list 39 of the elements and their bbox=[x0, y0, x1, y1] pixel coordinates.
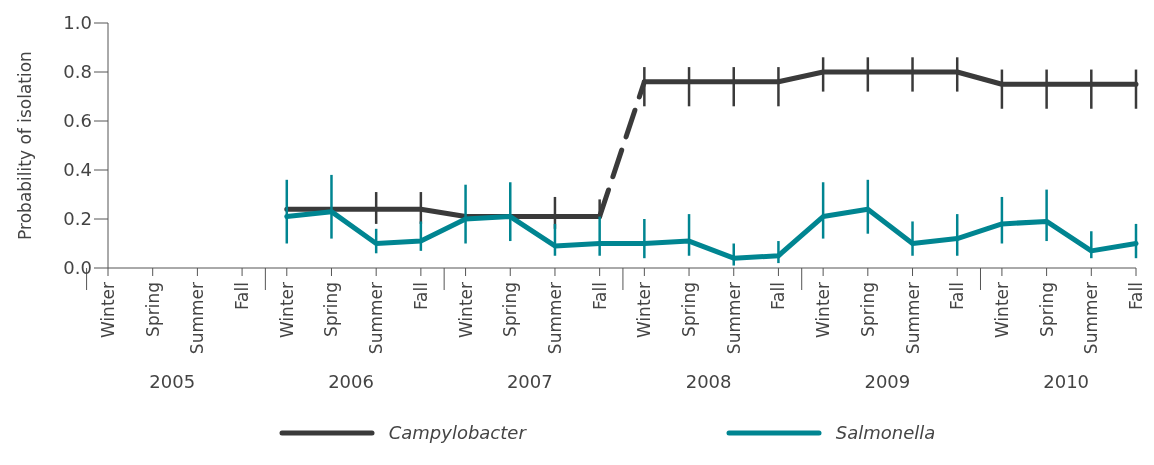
y-axis-title: Probability of isolation bbox=[15, 51, 36, 240]
y-tick-label: 0.8 bbox=[63, 61, 92, 83]
y-tick-label: 0.4 bbox=[63, 159, 92, 181]
text: 2008 bbox=[685, 371, 732, 392]
text: 2005 bbox=[149, 371, 196, 392]
x-tick-label: Summer bbox=[723, 282, 744, 355]
text: 2009 bbox=[864, 371, 911, 392]
x-tick-label: Fall bbox=[232, 282, 253, 311]
x-tick-label: Winter bbox=[813, 281, 834, 339]
x-tick-label: Summer bbox=[366, 282, 387, 355]
y-tick-label: 0.0 bbox=[63, 257, 92, 279]
x-tick-label: Fall bbox=[947, 282, 968, 311]
x-tick-label: Spring bbox=[500, 282, 521, 337]
x-tick-label: Winter bbox=[455, 281, 476, 339]
x-tick-label: Spring bbox=[1036, 282, 1057, 337]
x-tick-label: Summer bbox=[187, 282, 208, 355]
x-tick-label: Winter bbox=[276, 281, 297, 339]
x-tick-label: Summer bbox=[902, 282, 923, 355]
x-tick-label: Fall bbox=[768, 282, 789, 311]
y-tick-label: 0.2 bbox=[63, 208, 92, 230]
x-tick-label: Summer bbox=[544, 282, 565, 355]
legend-label: Salmonella bbox=[835, 422, 936, 443]
x-tick-label: Spring bbox=[142, 282, 163, 337]
y-tick-label: 1.0 bbox=[63, 12, 92, 34]
x-tick-label: Fall bbox=[1126, 282, 1146, 311]
text: 2006 bbox=[328, 371, 374, 392]
x-tick-label: Winter bbox=[634, 281, 655, 339]
x-tick-label: Fall bbox=[410, 282, 431, 311]
text: 2007 bbox=[506, 371, 553, 392]
y-tick-label: 0.6 bbox=[63, 110, 92, 132]
text: 2010 bbox=[1043, 371, 1090, 392]
x-tick-label: Spring bbox=[321, 282, 342, 337]
x-tick-label: Summer bbox=[1081, 282, 1102, 355]
legend-label: Campylobacter bbox=[388, 422, 526, 443]
x-tick-label: Winter bbox=[991, 281, 1012, 339]
x-tick-label: Fall bbox=[589, 282, 610, 311]
x-tick-label: Spring bbox=[857, 282, 878, 337]
x-tick-label: Spring bbox=[679, 282, 700, 337]
x-tick-label: Winter bbox=[98, 281, 118, 339]
